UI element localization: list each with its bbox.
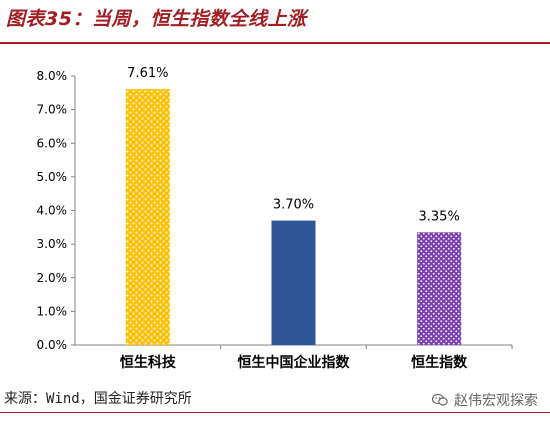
bar-chart: 0.0% 1.0% 2.0% 3.0% 4.0% 5.0% 6.0% 7.0% 8.0% 7.6…	[37, 66, 513, 371]
chart-title: 图表35：当周，恒生指数全线上涨	[6, 8, 307, 30]
footer-divider	[0, 412, 550, 413]
y-tick-label: 0.0%	[37, 338, 68, 352]
title-divider	[0, 42, 550, 44]
watermark-text: 赵伟宏观探索	[454, 393, 538, 409]
data-label: 3.70%	[273, 198, 314, 213]
x-tick-label: 恒生中国企业指数	[238, 354, 351, 371]
wechat-icon	[432, 393, 448, 406]
data-label: 3.35%	[419, 209, 460, 224]
y-tick-label: 6.0%	[37, 136, 68, 150]
y-tick-label: 8.0%	[37, 69, 68, 83]
bar	[417, 232, 462, 345]
y-tick-label: 7.0%	[37, 103, 68, 117]
x-tick-label: 恒生指数	[411, 354, 468, 371]
bar	[271, 220, 316, 345]
source-note: 来源：Wind，国金证券研究所	[4, 391, 192, 407]
data-label: 7.61%	[127, 66, 168, 81]
y-tick-label: 5.0%	[37, 170, 68, 184]
x-tick-label: 恒生科技	[120, 354, 177, 371]
y-tick-label: 3.0%	[37, 237, 68, 251]
bar	[125, 89, 170, 346]
y-tick-label: 2.0%	[37, 271, 68, 285]
y-tick-label: 1.0%	[37, 304, 68, 318]
watermark: 赵伟宏观探索	[432, 390, 538, 410]
y-tick-label: 4.0%	[37, 204, 68, 218]
